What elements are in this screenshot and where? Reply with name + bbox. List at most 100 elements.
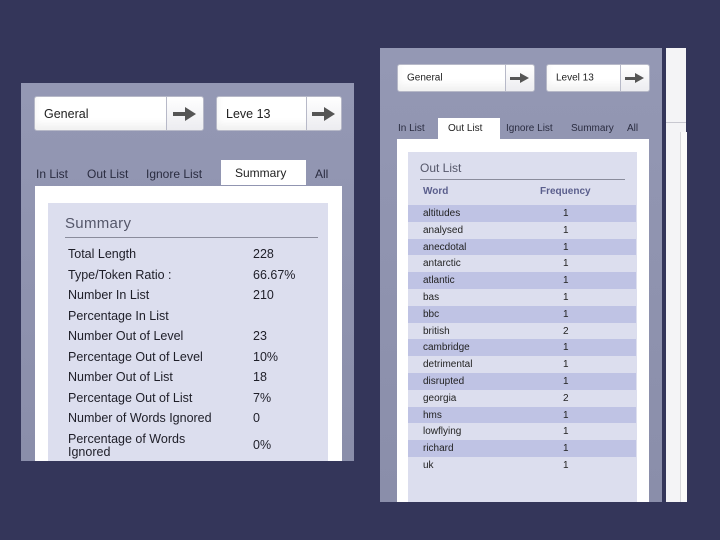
column-header-word[interactable]: Word bbox=[423, 186, 449, 197]
word-cell: british bbox=[423, 325, 450, 337]
frequency-cell: 1 bbox=[563, 342, 569, 354]
summary-label: Number Out of List bbox=[68, 370, 173, 384]
tab-summary[interactable]: Summary bbox=[221, 160, 306, 185]
frequency-cell: 2 bbox=[563, 392, 569, 404]
table-row[interactable]: bas 1 bbox=[408, 289, 636, 306]
table-row[interactable]: cambridge 1 bbox=[408, 339, 636, 357]
tab-content: Out List Word Frequency altitudes 1 anal… bbox=[397, 139, 649, 502]
summary-card: Summary Total Length 228 Type/Token Rati… bbox=[48, 203, 328, 461]
out-list-title: Out List bbox=[420, 161, 462, 175]
tab-all[interactable]: All bbox=[315, 167, 329, 181]
word-cell: altitudes bbox=[423, 208, 461, 219]
summary-label: Percentage of Words Ignored bbox=[68, 432, 186, 459]
word-cell: richard bbox=[423, 443, 454, 455]
arrow-right-icon bbox=[625, 72, 645, 84]
tab-in-list[interactable]: In List bbox=[36, 167, 69, 181]
tab-out-list[interactable]: Out List bbox=[438, 118, 500, 139]
level-next-button[interactable] bbox=[620, 65, 649, 91]
frequency-cell: 1 bbox=[563, 376, 569, 387]
table-row[interactable]: disrupted 1 bbox=[408, 373, 636, 390]
frequency-cell: 1 bbox=[563, 275, 569, 287]
table-row[interactable]: antarctic 1 bbox=[408, 255, 636, 272]
divider bbox=[666, 122, 686, 123]
word-cell: anecdotal bbox=[423, 241, 467, 253]
summary-value: 10% bbox=[253, 350, 279, 364]
table-row[interactable]: altitudes 1 bbox=[408, 205, 636, 222]
table-row[interactable]: atlantic 1 bbox=[408, 272, 636, 289]
summary-value: 23 bbox=[253, 329, 267, 343]
tab-all[interactable]: All bbox=[627, 123, 639, 134]
table-row[interactable]: british 2 bbox=[408, 323, 636, 340]
summary-label: Type/Token Ratio : bbox=[68, 268, 172, 282]
category-select[interactable]: General bbox=[34, 96, 204, 131]
frequency-cell: 1 bbox=[563, 224, 569, 236]
word-cell: analysed bbox=[423, 224, 464, 236]
word-cell: cambridge bbox=[423, 342, 470, 354]
summary-value: 18 bbox=[253, 370, 267, 384]
level-select-value: Level 13 bbox=[556, 72, 594, 84]
word-cell: bas bbox=[423, 292, 440, 303]
category-next-button[interactable] bbox=[166, 97, 203, 130]
summary-window: General Leve 13 In List Out List Ignore … bbox=[21, 83, 354, 461]
summary-label: Number Out of Level bbox=[68, 329, 184, 343]
level-select[interactable]: Level 13 bbox=[546, 64, 650, 92]
table-row[interactable]: georgia 2 bbox=[408, 390, 636, 407]
arrow-right-icon bbox=[312, 106, 336, 121]
frequency-cell: 1 bbox=[563, 409, 569, 421]
summary-label: Total Length bbox=[68, 247, 137, 261]
tab-in-list[interactable]: In List bbox=[398, 123, 425, 134]
table-row[interactable]: hms 1 bbox=[408, 406, 636, 424]
partial-window bbox=[666, 48, 687, 502]
table-row[interactable]: analysed 1 bbox=[408, 222, 636, 239]
tab-out-list[interactable]: Out List bbox=[87, 167, 129, 181]
word-cell: uk bbox=[423, 460, 434, 471]
summary-value: 228 bbox=[253, 247, 274, 261]
table-row[interactable]: bbc 1 bbox=[408, 305, 636, 323]
table-row[interactable]: lowflying 1 bbox=[408, 423, 636, 440]
table-row[interactable]: uk 1 bbox=[408, 457, 636, 474]
table-row[interactable]: detrimental 1 bbox=[408, 356, 636, 373]
word-cell: antarctic bbox=[423, 258, 461, 270]
word-cell: bbc bbox=[423, 308, 440, 320]
summary-value: 7% bbox=[253, 391, 272, 405]
frequency-cell: 1 bbox=[563, 460, 569, 471]
summary-label: Percentage Out of List bbox=[68, 391, 193, 405]
tab-content: Summary Total Length 228 Type/Token Rati… bbox=[35, 186, 342, 461]
out-list-card: Out List Word Frequency altitudes 1 anal… bbox=[408, 152, 637, 502]
word-cell: atlantic bbox=[423, 275, 455, 287]
summary-label: Number of Words Ignored bbox=[68, 411, 212, 425]
table-row[interactable]: richard 1 bbox=[408, 440, 636, 457]
word-cell: georgia bbox=[423, 392, 457, 404]
level-select[interactable]: Leve 13 bbox=[216, 96, 342, 131]
word-cell: disrupted bbox=[423, 376, 465, 387]
divider bbox=[65, 237, 318, 238]
frequency-cell: 1 bbox=[563, 308, 569, 320]
tab-summary[interactable]: Summary bbox=[571, 123, 614, 134]
column-header-frequency[interactable]: Frequency bbox=[540, 186, 591, 197]
partial-content bbox=[680, 132, 687, 502]
frequency-cell: 2 bbox=[563, 325, 569, 337]
category-select-value: General bbox=[407, 72, 443, 84]
frequency-cell: 1 bbox=[563, 292, 569, 303]
tab-ignore-list[interactable]: Ignore List bbox=[146, 167, 203, 181]
arrow-right-icon bbox=[510, 72, 530, 84]
level-select-value: Leve 13 bbox=[226, 106, 271, 121]
summary-value: 0 bbox=[253, 411, 260, 425]
word-cell: hms bbox=[423, 409, 442, 421]
category-select[interactable]: General bbox=[397, 64, 535, 92]
summary-value: 0% bbox=[253, 438, 272, 452]
word-cell: lowflying bbox=[423, 426, 462, 438]
summary-value: 210 bbox=[253, 288, 274, 302]
level-next-button[interactable] bbox=[306, 97, 341, 130]
tab-ignore-list[interactable]: Ignore List bbox=[506, 123, 553, 134]
frequency-cell: 1 bbox=[563, 359, 569, 371]
frequency-cell: 1 bbox=[563, 241, 569, 253]
summary-label: Number In List bbox=[68, 288, 150, 302]
frequency-cell: 1 bbox=[563, 208, 569, 219]
category-next-button[interactable] bbox=[505, 65, 534, 91]
table-row[interactable]: anecdotal 1 bbox=[408, 238, 636, 256]
divider bbox=[420, 179, 625, 180]
frequency-cell: 1 bbox=[563, 443, 569, 455]
arrow-right-icon bbox=[173, 106, 197, 121]
summary-label: Percentage In List bbox=[68, 309, 169, 323]
